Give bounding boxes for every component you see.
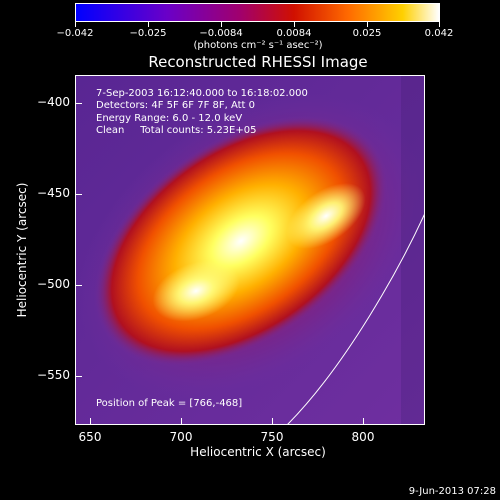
colorbar-tick	[148, 22, 149, 27]
colorbar-units: (photons cm⁻² s⁻¹ asec⁻²)	[193, 40, 323, 51]
y-tick	[75, 376, 82, 377]
image-title: Reconstructed RHESSI Image	[148, 53, 368, 71]
colorbar-tick	[75, 22, 76, 27]
x-tick	[363, 418, 364, 425]
solar-limb-line	[287, 214, 424, 424]
peak-position: Position of Peak = [766,-468]	[96, 398, 243, 409]
colorbar-tick	[367, 22, 368, 27]
x-tick-label: 800	[351, 430, 375, 444]
image-edge-shade	[401, 76, 424, 424]
time-range: 7-Sep-2003 16:12:40.000 to 16:18:02.000	[96, 88, 308, 99]
emission-core-upper	[286, 183, 366, 249]
y-tick-label: −550	[37, 368, 70, 382]
energy-range: Energy Range: 6.0 - 12.0 keV	[96, 113, 243, 124]
x-tick	[90, 418, 91, 425]
solar-image: 7-Sep-2003 16:12:40.000 to 16:18:02.000 …	[75, 75, 425, 425]
emission-core-lower	[152, 260, 240, 322]
colorbar-tick	[221, 22, 222, 27]
x-tick	[181, 418, 182, 425]
colorbar-tick-label: −0.025	[129, 28, 167, 39]
y-tick-label: −400	[37, 95, 70, 109]
clean-info: Clean Total counts: 5.23E+05	[96, 125, 257, 136]
y-tick-label: −500	[37, 277, 70, 291]
solar-image-render	[76, 76, 424, 424]
y-axis-title: Heliocentric Y (arcsec)	[15, 182, 29, 318]
colorbar-tick-label: −0.042	[56, 28, 94, 39]
y-tick	[75, 285, 82, 286]
colorbar-tick	[439, 22, 440, 27]
colorbar-tick-label: 0.0084	[276, 28, 312, 39]
detectors-info: Detectors: 4F 5F 6F 7F 8F, Att 0	[96, 100, 256, 111]
colorbar-tick-label: 0.025	[352, 28, 382, 39]
colorbar	[75, 3, 440, 22]
colorbar-tick	[294, 22, 295, 27]
x-tick	[272, 418, 273, 425]
colorbar-tick-label: −0.0084	[199, 28, 243, 39]
x-tick-label: 700	[169, 430, 193, 444]
x-tick-label: 650	[78, 430, 102, 444]
y-tick	[75, 194, 82, 195]
render-timestamp: 9-Jun-2013 07:28	[408, 486, 496, 497]
x-axis-title: Heliocentric X (arcsec)	[190, 445, 326, 459]
y-tick-label: −450	[37, 186, 70, 200]
colorbar-tick-label: 0.042	[424, 28, 454, 39]
y-tick	[75, 103, 82, 104]
x-tick-label: 750	[260, 430, 284, 444]
